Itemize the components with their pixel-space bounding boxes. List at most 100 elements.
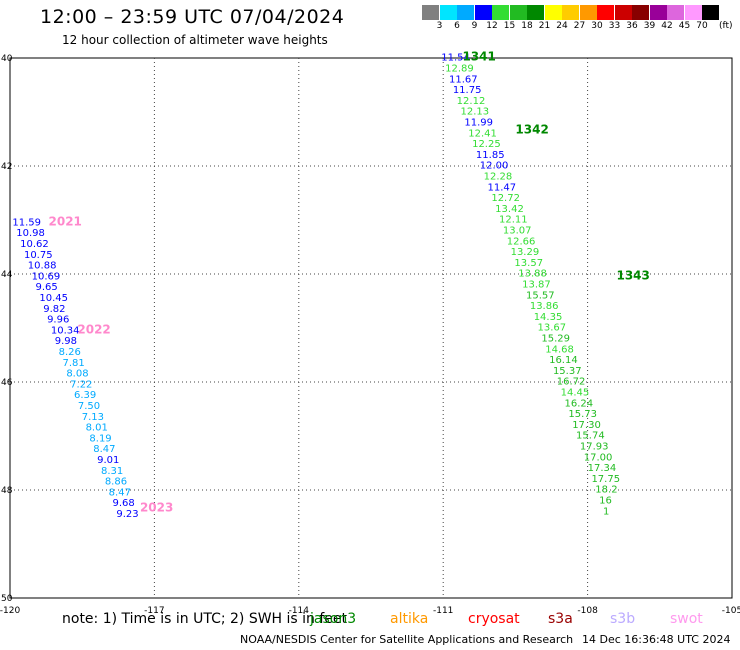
colorbar-label: 30 [591, 21, 603, 31]
colorbar-cell [614, 5, 632, 20]
wave-height-label: 8.31 [101, 466, 123, 477]
satellite-cryosat: cryosat [468, 611, 520, 627]
colorbar-unit: (ft) [719, 21, 733, 31]
wave-height-label: 9.82 [43, 304, 65, 315]
wave-height-label: 7.13 [82, 412, 104, 423]
wave-height-label: 7.50 [78, 401, 100, 412]
y-tick-label: 40 [1, 54, 13, 64]
wave-height-label: 14.35 [534, 312, 563, 323]
x-tick-label: -117 [144, 606, 164, 616]
y-tick-label: 48 [1, 486, 13, 496]
wave-height-label: 10.75 [24, 250, 53, 261]
wave-height-label: 8.19 [89, 433, 111, 444]
colorbar-label: 18 [521, 21, 533, 31]
wave-height-label: 13.42 [495, 204, 524, 215]
wave-height-label: 15.73 [568, 409, 597, 420]
x-tick-label: -105 [722, 606, 740, 616]
wave-height-label: 11.47 [487, 182, 516, 193]
wave-height-label: 12.12 [457, 96, 486, 107]
wave-height-label: 11.75 [453, 85, 482, 96]
wave-height-label: 10.98 [16, 228, 45, 239]
wave-height-label: 13.87 [522, 280, 551, 291]
wave-height-label: 8.01 [86, 423, 108, 434]
wave-height-label: 8.08 [66, 369, 88, 380]
wave-height-label: 14.68 [545, 344, 574, 355]
colorbar-label: 6 [454, 21, 460, 31]
colorbar-label: 24 [556, 21, 568, 31]
colorbar-cell [702, 5, 719, 20]
colorbar-label: 3 [436, 21, 443, 31]
wave-height-label: 16.24 [564, 398, 593, 409]
colorbar-cell [632, 5, 649, 20]
colorbar-label: 42 [661, 21, 673, 31]
colorbar-cell [579, 5, 597, 20]
pass-label: 1342 [515, 123, 548, 137]
colorbar-cell [509, 5, 527, 20]
wave-height-label: 12.00 [480, 161, 509, 172]
wave-height-label: 11.85 [476, 150, 505, 161]
wave-height-label: 15.37 [553, 366, 582, 377]
colorbar-label: 36 [626, 21, 638, 31]
pass-label: 1341 [462, 50, 495, 64]
wave-height-label: 10.34 [51, 325, 80, 336]
chart-title: 12:00 – 23:59 UTC 07/04/2024 [40, 6, 345, 28]
wave-height-label: 13.29 [511, 247, 540, 258]
wave-height-label: 9.68 [113, 498, 135, 509]
wave-height-label: 12.13 [461, 107, 490, 118]
colorbar-label: 21 [538, 21, 551, 31]
wave-height-label: 11.54 [441, 53, 470, 64]
footer-credit: NOAA/NESDIS Center for Satellite Applica… [240, 633, 574, 646]
wave-height-label: 9.01 [97, 455, 119, 466]
wave-height-label: 15.74 [576, 431, 605, 442]
wave-height-label: 13.57 [514, 258, 543, 269]
wave-height-label: 12.72 [491, 193, 520, 204]
colorbar-cell [597, 5, 614, 20]
wave-height-label: 7.22 [70, 379, 92, 390]
wave-height-label: 6.39 [74, 390, 96, 401]
wave-height-label: 14.45 [561, 388, 590, 399]
pass-label: 2023 [140, 501, 173, 515]
wave-height-label: 9.65 [36, 282, 58, 293]
y-tick-label: 42 [1, 162, 12, 172]
colorbar-cell [684, 5, 702, 20]
wave-height-label: 7.81 [62, 358, 84, 369]
wave-height-label: 11.67 [449, 74, 478, 85]
wave-height-label: 12.28 [484, 172, 513, 183]
wave-height-label: 12.89 [445, 64, 474, 75]
colorbar-label: 70 [696, 21, 708, 31]
wave-height-label: 17.00 [584, 452, 613, 463]
wave-height-label: 8.47 [109, 487, 131, 498]
chart-subtitle: 12 hour collection of altimeter wave hei… [62, 33, 328, 47]
y-tick-label: 44 [1, 270, 13, 280]
colorbar-label: 27 [573, 21, 586, 31]
satellite-swot: swot [670, 611, 703, 627]
x-tick-label: -120 [0, 606, 20, 616]
wave-height-label: 17.93 [580, 442, 609, 453]
wave-height-label: 17.75 [591, 474, 620, 485]
colorbar-label: 45 [678, 21, 691, 31]
colorbar-label: 9 [471, 21, 478, 31]
wave-height-label: 11.99 [464, 118, 493, 129]
colorbar-cell [422, 5, 439, 20]
colorbar-cell [457, 5, 474, 20]
colorbar-cell [667, 5, 684, 20]
footer-note: note: 1) Time is in UTC; 2) SWH is in fe… [62, 611, 348, 627]
wave-height-label: 13.67 [538, 323, 567, 334]
wave-height-label: 13.88 [518, 269, 547, 280]
colorbar-cell [544, 5, 562, 20]
colorbar-cell [439, 5, 457, 20]
wave-height-label: 17.30 [572, 420, 601, 431]
wave-height-label: 1 [603, 506, 609, 517]
wave-height-label: 13.07 [503, 226, 532, 237]
wave-height-label: 9.96 [47, 315, 69, 326]
colorbar-label: 33 [608, 21, 621, 31]
wave-height-label: 8.47 [93, 444, 115, 455]
colorbar-label: 12 [486, 21, 498, 31]
colorbar-label: 39 [643, 21, 656, 31]
pass-label: 2022 [77, 322, 110, 336]
x-tick-label: -108 [577, 606, 598, 616]
wave-height-label: 16 [599, 496, 612, 507]
wave-height-label: 15.29 [541, 334, 570, 345]
